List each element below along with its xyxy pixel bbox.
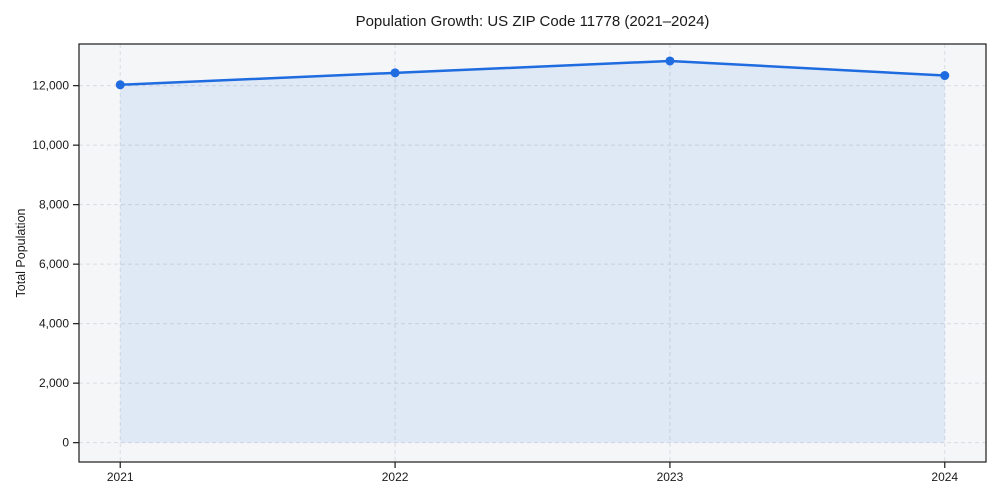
chart-title: Population Growth: US ZIP Code 11778 (20…: [355, 13, 710, 30]
population-line: [118, 59, 947, 87]
y-tick-label: 10,000: [32, 138, 69, 152]
x-tick-label: 2021: [107, 470, 134, 484]
y-tick-label: 6,000: [39, 257, 69, 271]
plot-background: [79, 44, 986, 462]
x-tick-label: 2022: [382, 470, 409, 484]
y-tick-label: 8,000: [39, 198, 69, 212]
x-tick-label: 2024: [931, 470, 958, 484]
data-point-marker: [390, 68, 400, 78]
y-tick-label: 2,000: [39, 376, 69, 390]
y-tick-label: 12,000: [32, 79, 69, 93]
data-point-marker: [940, 71, 950, 81]
area-fill: [120, 60, 945, 443]
y-tick-label: 4,000: [39, 317, 69, 331]
x-tick-label: 2023: [657, 470, 684, 484]
y-tick-label: 0: [62, 436, 69, 450]
data-point-marker: [665, 56, 675, 66]
data-point-marker: [115, 80, 125, 90]
axes-box: [78, 43, 987, 463]
